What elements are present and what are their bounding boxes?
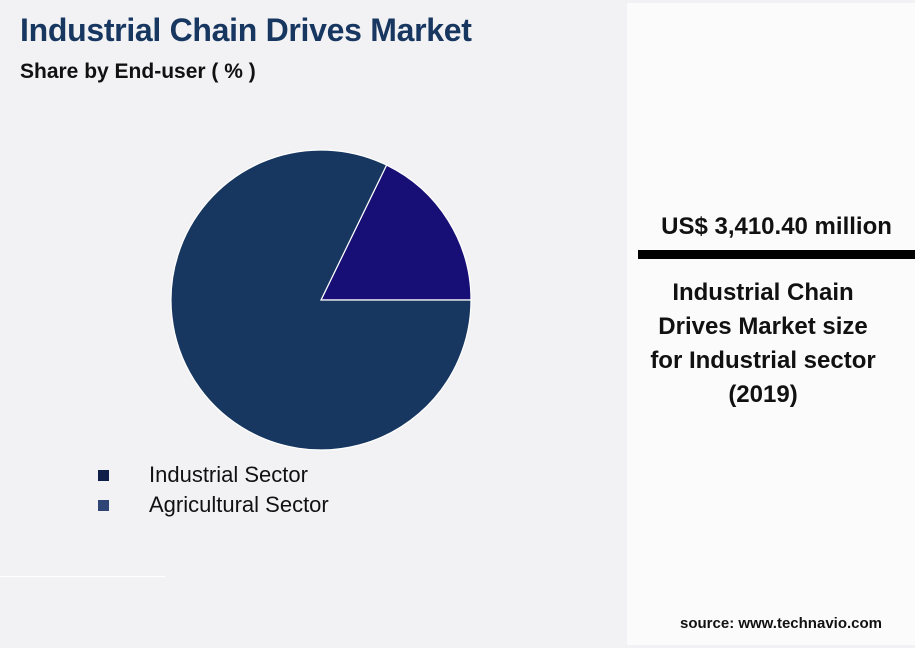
divider xyxy=(0,576,165,577)
pie-slice-industrial-sector xyxy=(170,149,472,451)
source-credit: source: www.technavio.com xyxy=(680,615,882,632)
market-value: US$ 3,410.40 million xyxy=(661,213,892,240)
caption-line: Drives Market size xyxy=(658,313,868,340)
chart-subtitle: Share by End-user ( % ) xyxy=(20,60,256,83)
pie-slice-agricultural-sector xyxy=(320,164,472,301)
chart-title: Industrial Chain Drives Market xyxy=(20,12,472,48)
divider-rule xyxy=(638,250,915,259)
legend-label: Industrial Sector xyxy=(149,462,308,487)
caption-line: Industrial Chain xyxy=(672,279,854,306)
legend-item-industrial: Industrial Sector xyxy=(98,460,329,490)
info-panel xyxy=(627,3,915,645)
legend-item-agricultural: Agricultural Sector xyxy=(98,490,329,520)
market-caption: Industrial Chain Drives Market size for … xyxy=(638,276,888,412)
legend-swatch-icon xyxy=(98,499,109,511)
legend-swatch-icon xyxy=(98,469,109,481)
pie-chart xyxy=(170,149,472,451)
caption-line: (2019) xyxy=(728,381,798,408)
pie-slices xyxy=(170,149,472,451)
legend-label: Agricultural Sector xyxy=(149,492,329,517)
caption-line: for Industrial sector xyxy=(650,347,876,374)
legend: Industrial Sector Agricultural Sector xyxy=(98,460,329,520)
